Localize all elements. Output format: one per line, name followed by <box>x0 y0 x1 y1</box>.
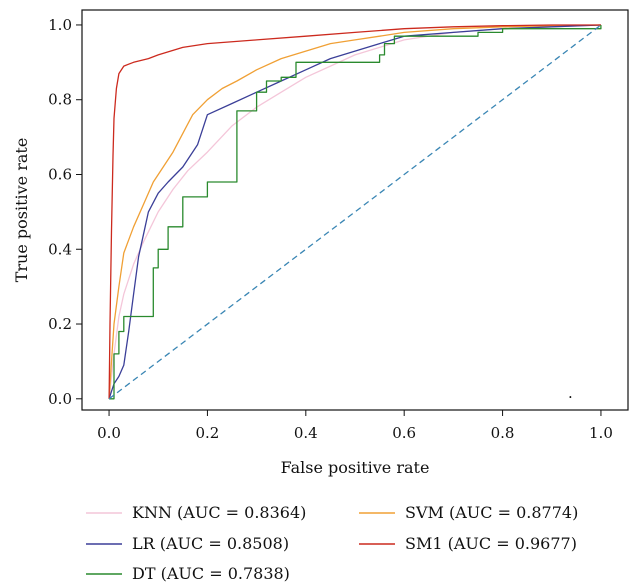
x-tick-label: 1.0 <box>589 424 613 442</box>
stray-dot-annotation: . <box>568 384 573 402</box>
x-tick-label: 0.8 <box>491 424 515 442</box>
y-tick-label: 0.2 <box>48 315 72 333</box>
legend-label-knn-auc-0-8364: KNN (AUC = 0.8364) <box>132 503 306 522</box>
y-tick-label: 0.4 <box>48 240 72 258</box>
legend-label-dt-auc-0-7838: DT (AUC = 0.7838) <box>132 564 290 583</box>
y-tick-label: 1.0 <box>48 16 72 34</box>
legend-label-lr-auc-0-8508: LR (AUC = 0.8508) <box>132 534 289 553</box>
x-axis-ticks: 0.0 0.2 0.4 0.6 0.8 1.0 <box>97 410 613 442</box>
x-tick-label: 0.6 <box>392 424 416 442</box>
series-line-lr-auc-0-8508 <box>108 24 601 399</box>
chance-diagonal-line <box>108 24 602 400</box>
y-tick-label: 0.8 <box>48 91 72 109</box>
x-tick-label: 0.0 <box>97 424 121 442</box>
y-axis-title: True positive rate <box>12 138 31 283</box>
y-tick-label: 0.6 <box>48 165 72 183</box>
x-tick-label: 0.4 <box>294 424 318 442</box>
legend: KNN (AUC = 0.8364) SVM (AUC = 0.8774) LR (… <box>86 503 578 583</box>
plot-lines <box>108 24 602 400</box>
plot-frame <box>81 9 629 411</box>
y-tick-label: 0.0 <box>48 390 72 408</box>
series-line-svm-auc-0-8774 <box>108 24 601 399</box>
x-tick-label: 0.2 <box>196 424 220 442</box>
legend-label-sm1-auc-0-9677: SM1 (AUC = 0.9677) <box>405 534 577 553</box>
series-line-dt-auc-0-7838 <box>109 25 602 400</box>
x-axis-title: False positive rate <box>281 458 430 477</box>
y-axis-ticks: 0.0 0.2 0.4 0.6 0.8 1.0 <box>48 16 82 408</box>
series-line-sm1-auc-0-9677 <box>108 24 601 399</box>
legend-label-svm-auc-0-8774: SVM (AUC = 0.8774) <box>405 503 578 522</box>
